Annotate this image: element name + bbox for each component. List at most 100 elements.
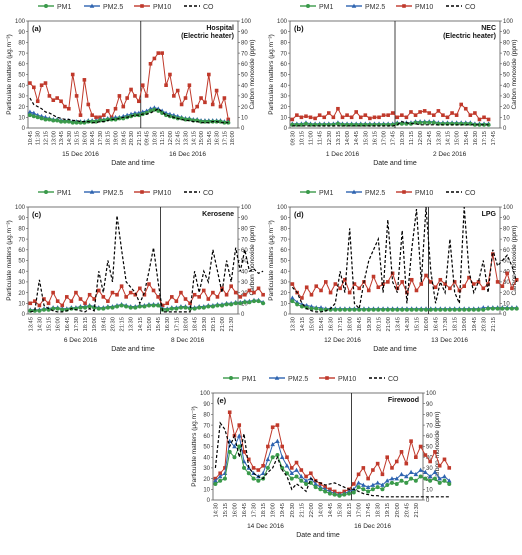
data-point (290, 282, 295, 286)
data-point (195, 104, 199, 109)
data-point (357, 307, 362, 312)
y-tick-label: 40 (280, 83, 287, 89)
y2-tick-label: 90 (241, 216, 248, 222)
data-point (390, 307, 395, 312)
data-point (142, 292, 147, 297)
x-tick-label: 14:00 (318, 503, 324, 518)
y2-tick-label: 90 (503, 30, 510, 36)
data-point (299, 304, 304, 309)
legend-label: PM2.5 (365, 4, 385, 11)
data-point (285, 455, 289, 459)
data-point (151, 288, 156, 293)
data-point (437, 476, 443, 481)
data-point (247, 288, 252, 293)
data-point (395, 307, 400, 312)
x-tick-label: 10:45 (28, 131, 34, 146)
data-point (323, 489, 328, 494)
series-line (30, 282, 264, 307)
data-point (247, 300, 252, 305)
data-point (32, 308, 37, 313)
data-point (218, 471, 222, 476)
x-tick-label: 15:00 (199, 131, 205, 146)
date-label: 16 Dec 2016 (169, 151, 206, 158)
data-point (251, 476, 256, 481)
date-label: 6 Dec 2016 (64, 337, 98, 344)
data-point (385, 483, 390, 488)
data-point (366, 476, 370, 481)
data-point (289, 466, 294, 470)
data-point (210, 102, 215, 107)
data-point (128, 305, 133, 310)
data-point (256, 478, 261, 483)
data-point (424, 307, 429, 312)
x-tick-label: 12:30 (327, 131, 333, 146)
data-point (399, 121, 404, 126)
data-point (152, 56, 157, 61)
y2-tick-label: 40 (503, 83, 510, 89)
y-tick-label: 100 (277, 19, 288, 25)
data-point (280, 444, 285, 449)
legend-entry: PM2.5 (84, 3, 123, 11)
y2-tick-label: 70 (241, 51, 248, 57)
data-point (361, 482, 366, 487)
y2-tick-label: 80 (426, 413, 433, 419)
data-point (358, 115, 363, 120)
data-point (313, 116, 317, 121)
legend-marker (274, 375, 280, 380)
y2-tick-label: 100 (503, 19, 514, 25)
data-point (447, 307, 452, 312)
y-tick-label: 20 (203, 477, 210, 483)
data-point (418, 444, 423, 449)
series-line (214, 421, 450, 498)
data-point (403, 474, 409, 479)
data-point (466, 307, 471, 312)
x-tick-label: 16:15 (347, 503, 353, 518)
y2-axis-title: Carbon monoxide (ppm) (511, 225, 518, 295)
data-point (206, 304, 211, 309)
legend-label: PM2.5 (365, 190, 385, 197)
x-tick-label: 14:45 (328, 503, 334, 518)
legend-entry: CO (184, 4, 214, 11)
x-axis-title: Date and time (111, 346, 155, 353)
data-point (357, 286, 362, 291)
legend-label: PM1 (319, 190, 334, 197)
x-tick-label: 10:15 (299, 131, 305, 146)
data-point (500, 284, 505, 288)
data-point (322, 115, 327, 120)
data-point (275, 438, 280, 443)
data-point (256, 468, 261, 472)
data-point (270, 441, 275, 447)
x-tick-label: 18:30 (376, 503, 382, 518)
data-point (332, 492, 337, 497)
y-axis-title: Particulate matters (μg.m⁻³) (268, 220, 275, 301)
data-point (437, 480, 442, 485)
chart-panel: PM1 PM2.5 PM10 CO 0 0 10 10 20 20 30 30 40 40 50 50 60 60… (268, 3, 518, 167)
data-point (165, 301, 170, 306)
legend-marker (402, 190, 406, 194)
x-tick-label: 17:45 (366, 503, 372, 518)
x-tick-label: 17:15 (222, 131, 228, 146)
data-point (377, 115, 381, 120)
legend-marker (351, 3, 357, 8)
legend-marker (89, 189, 95, 194)
data-point (164, 83, 168, 87)
y2-tick-label: 80 (241, 41, 248, 47)
data-point (229, 284, 233, 288)
data-point (295, 302, 300, 307)
x-axis-title: Date and time (373, 346, 417, 353)
data-point (428, 478, 433, 483)
y2-tick-label: 0 (426, 498, 430, 504)
y-tick-label: 10 (280, 302, 287, 308)
x-tick-label: 13:45 (395, 317, 401, 332)
panel-title: Hospital (206, 25, 234, 32)
legend-entry: PM10 (134, 4, 171, 11)
data-point (462, 307, 467, 312)
data-point (31, 114, 36, 119)
data-point (178, 305, 183, 310)
data-point (201, 288, 206, 293)
data-point (482, 115, 486, 120)
data-point (96, 306, 101, 311)
data-point (74, 94, 79, 98)
y-tick-label: 90 (203, 402, 210, 408)
data-point (418, 474, 423, 479)
